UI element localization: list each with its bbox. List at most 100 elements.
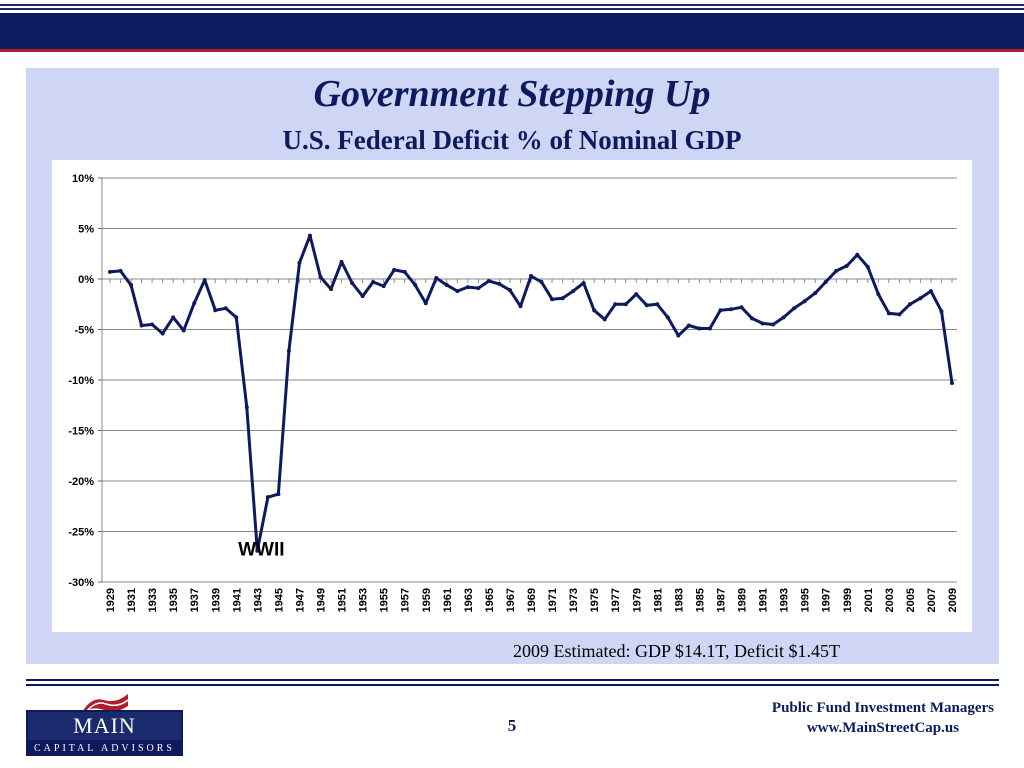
- x-tick-label: 1933: [147, 588, 159, 612]
- x-tick-label: 1987: [715, 588, 727, 612]
- x-tick-label: 1959: [421, 588, 433, 612]
- y-tick-label: -25%: [68, 527, 94, 539]
- y-tick-label: 5%: [78, 224, 94, 236]
- data-point: [339, 259, 344, 264]
- data-point: [297, 260, 302, 265]
- data-point: [844, 263, 849, 268]
- x-tick-label: 1945: [273, 588, 285, 612]
- x-tick-label: 1963: [463, 588, 475, 612]
- y-tick-label: 0%: [78, 274, 94, 286]
- x-tick-label: 1965: [484, 588, 496, 612]
- data-point: [402, 269, 407, 274]
- x-tick-label: 1931: [126, 588, 138, 612]
- x-tick-label: 1993: [779, 588, 791, 612]
- data-point: [539, 280, 544, 285]
- data-point: [276, 492, 281, 497]
- header-accent-stripe: [0, 49, 1024, 52]
- x-tick-label: 1973: [568, 588, 580, 612]
- data-point: [118, 268, 123, 273]
- data-point: [150, 322, 155, 327]
- data-point: [307, 233, 312, 238]
- data-point: [213, 308, 218, 313]
- data-point: [897, 312, 902, 317]
- data-point: [329, 287, 334, 292]
- data-point: [392, 267, 397, 272]
- data-point: [571, 289, 576, 294]
- header-bar: [0, 13, 1024, 49]
- x-tick-label: 1971: [547, 588, 559, 612]
- data-point: [192, 301, 197, 306]
- data-point: [718, 308, 723, 313]
- data-point: [886, 311, 891, 316]
- x-tick-label: 1951: [337, 588, 349, 612]
- data-point: [129, 283, 134, 288]
- data-point: [928, 289, 933, 294]
- footer-rule-2: [26, 684, 999, 686]
- x-tick-label: 1943: [252, 588, 264, 612]
- x-tick-label: 1989: [737, 588, 749, 612]
- data-point: [602, 317, 607, 322]
- chart-footnote: 2009 Estimated: GDP $14.1T, Deficit $1.4…: [513, 641, 840, 661]
- data-point: [728, 307, 733, 312]
- data-point: [592, 308, 597, 313]
- y-tick-label: 10%: [72, 173, 94, 185]
- data-point: [950, 381, 954, 386]
- data-point: [171, 315, 176, 320]
- data-point: [518, 304, 523, 309]
- data-point: [318, 274, 323, 279]
- data-point: [265, 495, 270, 500]
- x-tick-label: 1941: [231, 588, 243, 612]
- top-rule-2: [0, 8, 1024, 10]
- data-point: [823, 280, 828, 285]
- data-point: [834, 268, 839, 273]
- data-point: [507, 288, 512, 293]
- data-point: [423, 301, 428, 306]
- x-tick-label: 1967: [505, 588, 517, 612]
- x-tick-label: 1983: [673, 588, 685, 612]
- top-rule-1: [0, 4, 1024, 6]
- logo-tagline: CAPITAL ADVISORS: [26, 742, 183, 756]
- x-tick-label: 1929: [105, 588, 117, 612]
- data-point: [202, 278, 207, 283]
- x-tick-label: 1937: [189, 588, 201, 612]
- x-tick-label: 1953: [358, 588, 370, 612]
- x-tick-label: 1947: [294, 588, 306, 612]
- y-tick-label: -20%: [68, 476, 94, 488]
- x-tick-label: 1949: [316, 588, 328, 612]
- data-point: [739, 305, 744, 310]
- x-tick-label: 1935: [168, 588, 180, 612]
- data-point: [371, 280, 376, 285]
- y-tick-label: -10%: [68, 375, 94, 387]
- data-point: [865, 264, 870, 269]
- data-point: [634, 292, 639, 297]
- company-url: www.MainStreetCap.us: [806, 720, 960, 736]
- x-tick-label: 2009: [947, 588, 959, 612]
- data-point: [497, 282, 502, 287]
- company-logo: MAIN STREET CAPITAL ADVISORS: [26, 692, 183, 766]
- data-point: [918, 296, 923, 301]
- data-point: [413, 283, 418, 288]
- page-number: 5: [507, 716, 517, 735]
- x-tick-label: 1997: [821, 588, 833, 612]
- x-tick-label: 2001: [863, 588, 875, 612]
- data-point: [529, 273, 533, 278]
- x-tick-label: 1991: [758, 588, 770, 612]
- data-point: [181, 328, 186, 333]
- data-point: [876, 292, 881, 297]
- data-point: [813, 291, 818, 296]
- data-point: [676, 333, 681, 338]
- data-point: [139, 323, 144, 328]
- data-point: [465, 285, 470, 290]
- x-tick-label: 1939: [210, 588, 222, 612]
- data-point: [444, 283, 449, 288]
- data-point: [907, 302, 912, 307]
- data-point: [560, 296, 565, 301]
- data-point: [613, 302, 618, 307]
- data-point: [760, 321, 765, 326]
- data-point: [550, 297, 555, 302]
- x-tick-label: 1979: [631, 588, 643, 612]
- data-point: [792, 306, 797, 311]
- data-point: [771, 322, 776, 327]
- x-tick-label: 1999: [842, 588, 854, 612]
- data-point: [802, 299, 807, 304]
